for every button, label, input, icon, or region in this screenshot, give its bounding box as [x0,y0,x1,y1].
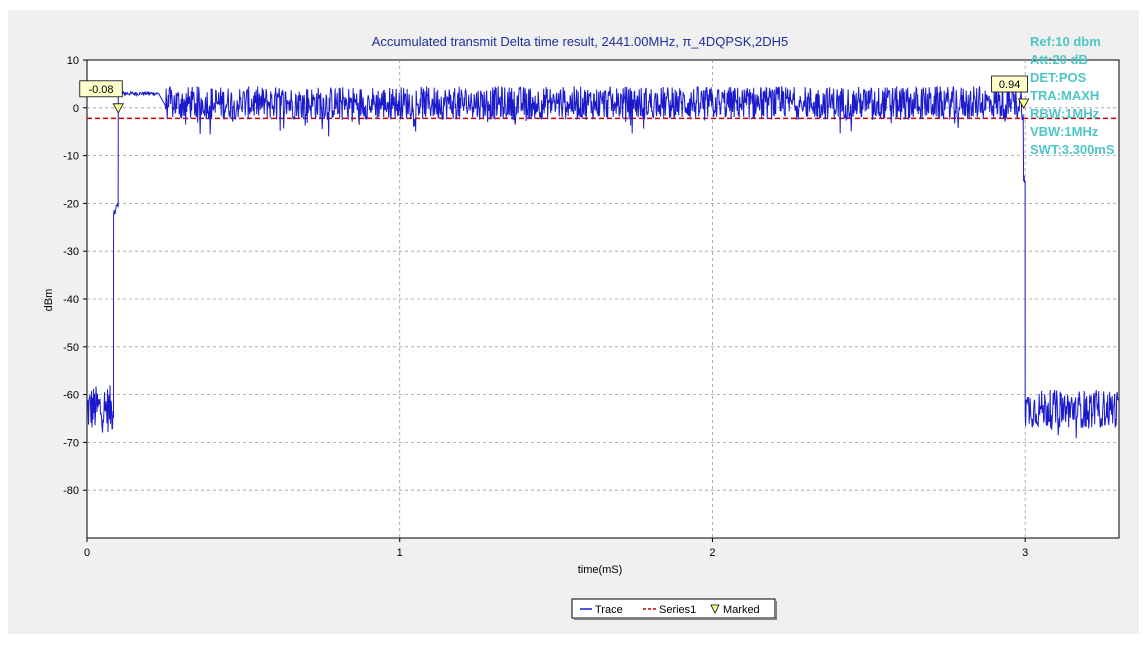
legend-marked-triangle-icon [710,604,720,614]
legend: Trace Series1 Marked [571,598,777,620]
instrument-setting-text: DET:POS [1030,70,1087,85]
trace-layer [86,85,1120,439]
trace-line [86,85,1120,439]
chart-title: Accumulated transmit Delta time result, … [372,34,788,49]
legend-box-shadow-bottom [574,618,777,620]
y-tick-label: -30 [63,246,79,258]
y-tick-label: 0 [73,103,79,115]
y-tick-label: -40 [63,294,79,306]
y-tick-label: -60 [63,390,79,402]
y-tick-label: -80 [63,485,79,497]
x-tick-label: 1 [397,547,403,559]
x-tick-labels: 0 1 2 3 [84,538,1028,559]
marker-layer: -0.08 0.94 [79,75,1030,114]
marker-label: 0.94 [999,79,1020,91]
instrument-settings: Ref:10 dbm Att:20 dB DET:POS TRA:MAXH RBW:1M… [1030,34,1115,157]
y-tick-label: -10 [63,151,79,163]
instrument-setting-text: TRA:MAXH [1030,88,1099,103]
y-tick-label: 10 [67,55,79,67]
x-tick-label: 2 [709,547,715,559]
instrument-setting-text: Ref:10 dbm [1030,34,1101,49]
x-tick-label: 3 [1022,547,1028,559]
legend-series1-label: Series1 [659,604,696,616]
marker-label-box [79,80,123,98]
instrument-setting-text: RBW:1MHz [1030,106,1100,121]
x-tick-label: 0 [84,547,90,559]
y-tick-labels: 10 0 -10 -20 -30 -40 -50 -60 -70 -80 [63,55,87,497]
legend-trace-label: Trace [595,604,623,616]
y-tick-label: -70 [63,437,79,449]
grid-lines [87,60,1119,538]
marker-label-box [991,75,1029,93]
instrument-setting-text: SWT:3.300mS [1030,142,1115,157]
instrument-setting-text: Att:20 dB [1030,52,1088,67]
legend-marked-label: Marked [723,604,760,616]
instrument-setting-text: VBW:1MHz [1030,124,1099,139]
marker-triangle-icon [112,103,124,114]
marker-label: -0.08 [88,84,113,96]
x-axis-label: time(mS) [578,564,623,576]
y-tick-label: -20 [63,198,79,210]
legend-box-shadow [775,601,777,620]
y-axis-label: dBm [43,289,55,312]
marker-triangle-icon [1017,98,1030,109]
y-tick-label: -50 [63,342,79,354]
